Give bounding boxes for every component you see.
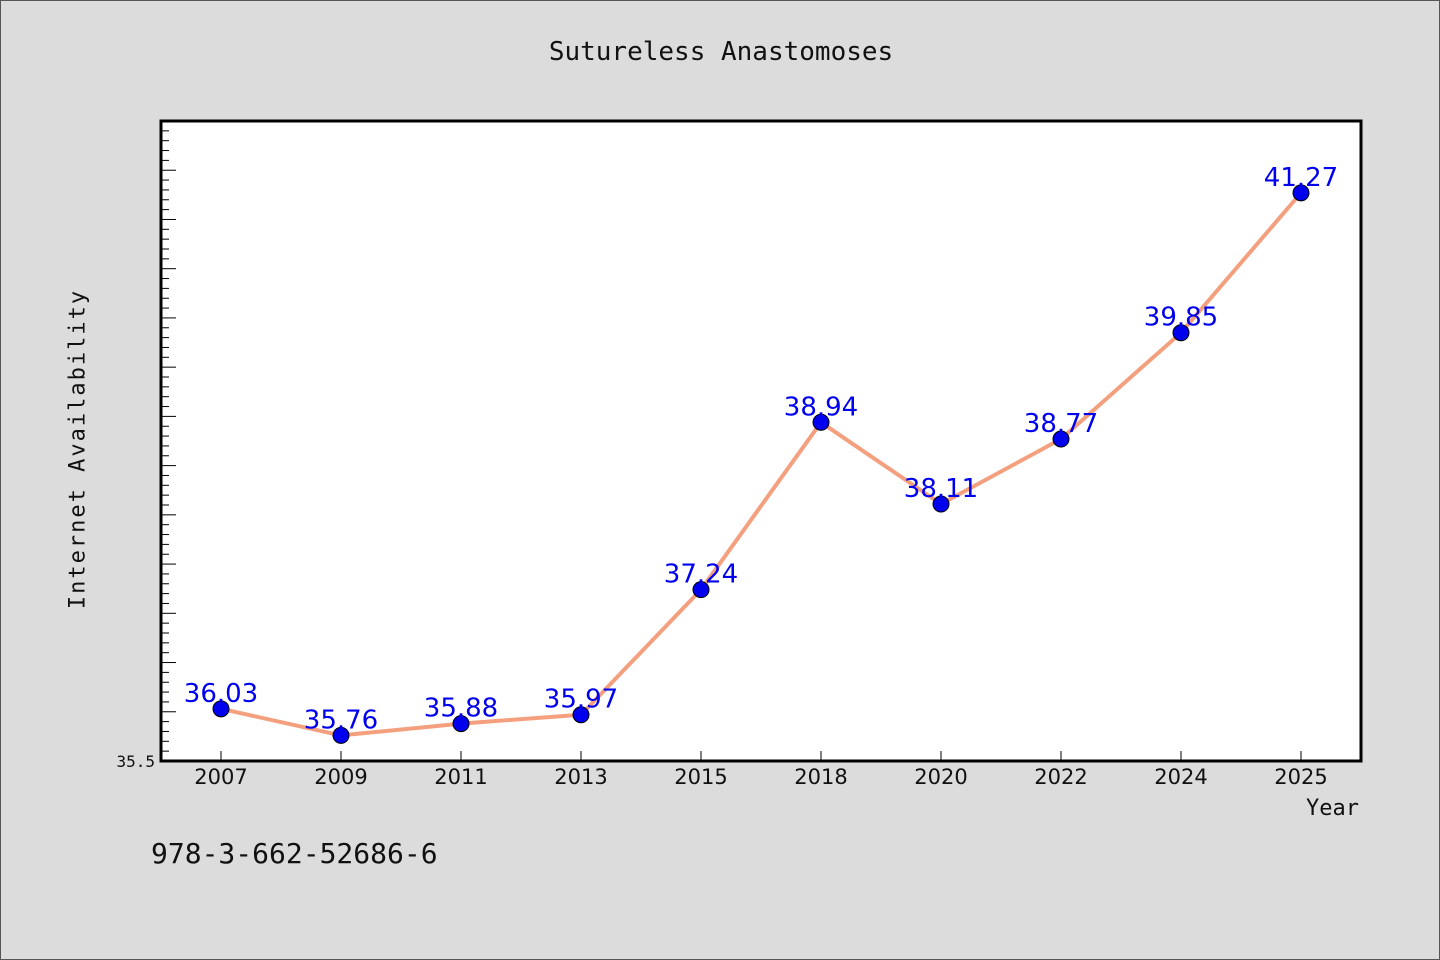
data-point [212,700,230,718]
x-tick-label: 2011 [434,765,487,789]
x-tick-label: 2013 [554,765,607,789]
data-point [932,495,950,513]
x-tick-label: 2018 [794,765,847,789]
x-tick-label: 2007 [194,765,247,789]
data-label: 38.94 [784,392,858,422]
data-point [1292,184,1310,202]
x-tick-label: 2009 [314,765,367,789]
data-label: 36.03 [184,679,258,709]
data-point [692,581,710,599]
data-point [332,726,350,744]
data-label: 38.11 [904,474,978,504]
y-tick-label: 35.5 [116,752,155,771]
data-label: 39.85 [1144,303,1218,333]
data-label: 38.77 [1024,409,1098,439]
x-tick-label: 2022 [1034,765,1087,789]
x-tick-label: 2020 [914,765,967,789]
data-label: 35.97 [544,685,618,715]
data-label: 41.27 [1264,163,1338,193]
data-point [572,706,590,724]
x-tick-label: 2025 [1274,765,1327,789]
data-point [452,715,470,733]
series-line [219,190,1303,738]
x-tick-label: 2024 [1154,765,1207,789]
data-label: 35.88 [424,694,498,724]
footer-isbn: 978-3-662-52686-6 [151,837,438,870]
data-label: 37.24 [664,560,738,590]
plot-frame [159,119,1363,763]
data-point [1052,430,1070,448]
data-point [812,413,830,431]
x-tick-label: 2015 [674,765,727,789]
x-axis-label: Year [1306,796,1359,821]
data-point [1172,324,1190,342]
chart-title: Sutureless Anastomoses [548,37,894,67]
data-label: 35.76 [304,705,378,735]
